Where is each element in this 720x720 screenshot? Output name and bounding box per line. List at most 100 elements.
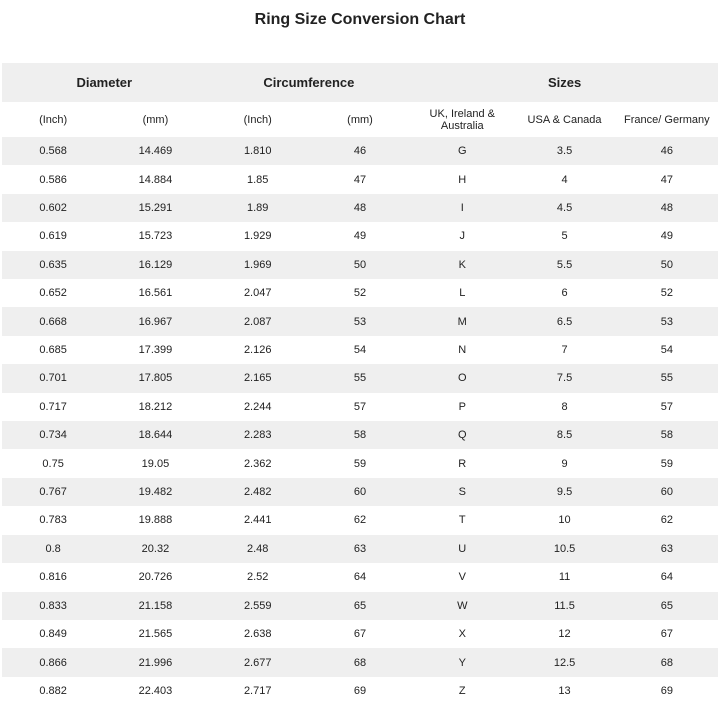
table-cell: 19.05 [141, 457, 170, 470]
table-cell: 57 [353, 400, 367, 413]
table-cell: 1.85 [246, 173, 269, 186]
table-cell: 53 [308, 307, 412, 336]
column-header: (mm) [142, 113, 169, 126]
table-row: 0.866 21.996 2.677 68 Y 12.5 68 [2, 648, 718, 677]
table-cell: 47 [660, 173, 673, 186]
table-cell: 0.816 [39, 571, 67, 584]
table-cell: 0.668 [2, 307, 105, 336]
table-cell: 0.734 [2, 421, 105, 450]
table-cell: 21.996 [104, 648, 207, 677]
table-row: 0.619 15.723 1.929 49 J 5 49 [2, 222, 718, 250]
table-cell: W [411, 591, 514, 620]
table-cell: 2.087 [206, 307, 309, 336]
table-row: 0.685 17.399 2.126 54 N 7 54 [2, 336, 718, 364]
table-cell: 20.32 [104, 534, 207, 564]
table-cell: 65 [615, 591, 718, 620]
table-cell: 2.717 [243, 684, 272, 697]
table-cell: M [411, 307, 514, 336]
table-cell: X [458, 628, 466, 641]
table-cell: 59 [660, 457, 673, 470]
table-row: 0.882 22.403 2.717 69 Z 13 69 [2, 677, 718, 705]
table-cell: 46 [615, 137, 718, 166]
table-cell: 64 [660, 571, 673, 584]
table-cell: L [459, 287, 466, 300]
table-cell: 52 [660, 287, 673, 300]
table-row: 0.652 16.561 2.047 52 L 6 52 [2, 279, 718, 307]
table-cell: 17.805 [104, 364, 207, 393]
table-cell: 0.685 [39, 344, 67, 357]
table-cell: 62 [660, 514, 673, 527]
table-cell: T [458, 514, 466, 527]
table-cell: 10.5 [513, 534, 616, 564]
table-row: 0.668 16.967 2.087 53 M 6.5 53 [2, 307, 718, 336]
table-cell: 5 [561, 230, 568, 243]
table-row: 0.586 14.884 1.85 47 H 4 47 [2, 165, 718, 193]
table-cell: P [458, 400, 466, 413]
table-cell: N [458, 344, 467, 357]
table-cell: 2.244 [243, 400, 272, 413]
table-cell: O [411, 364, 514, 393]
table-cell: 57 [660, 400, 673, 413]
table-cell: 16.967 [104, 307, 207, 336]
table-cell: 21.565 [138, 628, 173, 641]
table-cell: 58 [615, 421, 718, 450]
table-cell: 9 [561, 457, 568, 470]
table-cell: 69 [660, 684, 673, 697]
table-cell: 63 [615, 534, 718, 564]
table-cell: 0.866 [2, 648, 105, 677]
table-cell: 0.783 [39, 514, 67, 527]
table-cell: 67 [353, 628, 367, 641]
group-header-diameter: Diameter [2, 63, 207, 102]
table-cell: 8 [561, 400, 568, 413]
table-row: 0.849 21.565 2.638 67 X 12 67 [2, 620, 718, 648]
table-cell: 12.5 [513, 648, 616, 677]
table-cell: 2.559 [206, 591, 309, 620]
table-cell: 12 [558, 628, 571, 641]
table-cell: S [411, 477, 514, 507]
table-cell: U [411, 534, 514, 564]
table-cell: 4 [561, 173, 568, 186]
table-row: 0.767 19.482 2.482 60 S 9.5 60 [2, 477, 718, 507]
table-cell: 2.165 [206, 364, 309, 393]
table-cell: 22.403 [138, 684, 173, 697]
ring-size-table: Diameter Circumference Sizes (Inch) (mm)… [2, 63, 718, 705]
column-header: France/ Germany [624, 113, 710, 126]
table-row: 0.8 20.32 2.48 63 U 10.5 63 [2, 534, 718, 564]
table-row: 0.635 16.129 1.969 50 K 5.5 50 [2, 250, 718, 280]
table-row: 0.568 14.469 1.810 46 G 3.5 46 [2, 137, 718, 166]
table-cell: 0.602 [2, 193, 105, 223]
table-cell: 1.810 [206, 137, 309, 166]
table-cell: 46 [308, 137, 412, 166]
table-cell: 0.75 [42, 457, 64, 470]
table-cell: 2.126 [243, 344, 272, 357]
column-header-row: (Inch) (mm) (Inch) (mm) UK, Ireland & Au… [2, 102, 718, 137]
table-cell: 10 [558, 514, 571, 527]
table-cell: 68 [308, 648, 412, 677]
table-row: 0.816 20.726 2.52 64 V 11 64 [2, 563, 718, 591]
table-cell: V [458, 571, 466, 584]
table-cell: 19.888 [138, 514, 173, 527]
table-cell: 2.677 [206, 648, 309, 677]
table-cell: Q [411, 421, 514, 450]
table-cell: 58 [308, 421, 412, 450]
table-cell: 52 [353, 287, 367, 300]
table-cell: 19.482 [104, 477, 207, 507]
table-cell: 9.5 [513, 477, 616, 507]
table-cell: 15.723 [138, 230, 173, 243]
table-cell: 18.644 [104, 421, 207, 450]
table-cell: 49 [660, 230, 673, 243]
page-title: Ring Size Conversion Chart [254, 11, 466, 28]
table-cell: 49 [353, 230, 367, 243]
table-cell: 67 [660, 628, 673, 641]
table-cell: 50 [308, 250, 412, 280]
table-cell: 0.568 [2, 137, 105, 166]
table-cell: 0.619 [39, 230, 67, 243]
table-cell: 1.89 [206, 193, 309, 223]
table-cell: 13 [558, 684, 571, 697]
table-cell: 2.362 [243, 457, 272, 470]
table-cell: 0.652 [39, 287, 67, 300]
table-row: 0.734 18.644 2.283 58 Q 8.5 58 [2, 421, 718, 450]
table-cell: 0.701 [2, 364, 105, 393]
table-cell: 11 [558, 571, 571, 584]
table-cell: 14.884 [138, 173, 173, 186]
